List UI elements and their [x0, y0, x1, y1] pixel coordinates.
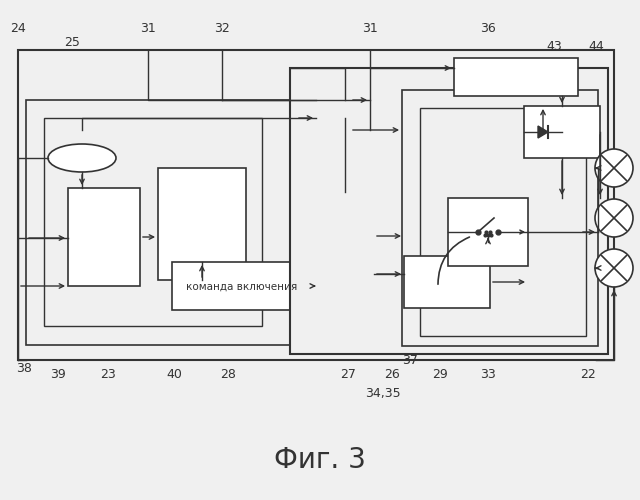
Text: 38: 38	[16, 362, 32, 374]
Bar	[68, 188, 140, 286]
Text: 37: 37	[402, 354, 418, 366]
Bar	[402, 90, 598, 346]
Polygon shape	[538, 126, 548, 138]
Circle shape	[595, 149, 633, 187]
Bar	[404, 256, 490, 308]
Text: 25: 25	[64, 36, 80, 49]
Text: 23: 23	[100, 368, 116, 380]
Bar	[454, 58, 578, 96]
Text: 43: 43	[546, 40, 562, 52]
Bar	[172, 262, 314, 310]
Bar	[18, 50, 614, 360]
Text: 27: 27	[340, 368, 356, 380]
Text: 44: 44	[588, 40, 604, 52]
Bar	[158, 168, 246, 280]
Text: команда включения: команда включения	[186, 282, 298, 292]
Text: 22: 22	[580, 368, 596, 380]
Ellipse shape	[48, 144, 116, 172]
Text: 29: 29	[432, 368, 448, 380]
Text: 33: 33	[480, 368, 496, 380]
Bar	[44, 118, 262, 326]
Bar	[26, 100, 290, 345]
Circle shape	[595, 249, 633, 287]
Text: 32: 32	[214, 22, 230, 35]
Bar	[524, 106, 600, 158]
Text: 40: 40	[166, 368, 182, 380]
Bar	[290, 68, 608, 354]
Text: 39: 39	[50, 368, 66, 380]
Text: 28: 28	[220, 368, 236, 380]
Text: Фиг. 3: Фиг. 3	[274, 446, 366, 474]
Bar	[448, 198, 528, 266]
Text: 34,35: 34,35	[365, 386, 401, 400]
Text: 24: 24	[10, 22, 26, 35]
Text: 31: 31	[362, 22, 378, 35]
Bar	[316, 192, 374, 280]
Text: 31: 31	[140, 22, 156, 35]
Text: 36: 36	[480, 22, 496, 35]
Circle shape	[595, 199, 633, 237]
Bar	[420, 108, 586, 336]
Text: 26: 26	[384, 368, 400, 380]
